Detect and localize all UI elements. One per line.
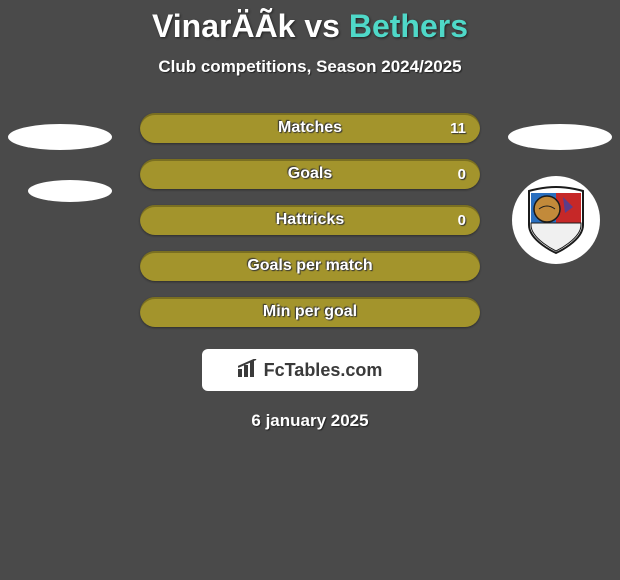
stat-bar-goals: Goals 0 xyxy=(140,159,480,189)
date-label: 6 january 2025 xyxy=(0,411,620,431)
stat-row: Goals 0 xyxy=(140,159,480,189)
source-logo[interactable]: FcTables.com xyxy=(202,349,418,391)
title-right: Bethers xyxy=(349,8,468,44)
stat-value-right: 0 xyxy=(458,212,466,229)
stat-row: Min per goal xyxy=(140,297,480,327)
stat-bar-min-per-goal: Min per goal xyxy=(140,297,480,327)
subtitle: Club competitions, Season 2024/2025 xyxy=(0,57,620,77)
stat-row: Hattricks 0 xyxy=(140,205,480,235)
stat-label: Goals per match xyxy=(247,257,372,275)
page-title: VinarÄÃk vs Bethers xyxy=(0,0,620,45)
decorative-ellipse-right xyxy=(508,124,612,150)
stat-value-right: 11 xyxy=(450,120,466,137)
decorative-ellipse-small xyxy=(28,180,112,202)
bars-icon xyxy=(238,359,260,382)
shield-icon xyxy=(525,185,587,255)
stat-label: Matches xyxy=(278,119,342,137)
stat-label: Hattricks xyxy=(276,211,344,229)
title-vs: vs xyxy=(304,8,340,44)
club-badge xyxy=(512,176,600,264)
stat-bar-matches: Matches 11 xyxy=(140,113,480,143)
decorative-ellipse-left xyxy=(8,124,112,150)
stat-label: Goals xyxy=(288,165,332,183)
stat-value-right: 0 xyxy=(458,166,466,183)
stat-row: Goals per match xyxy=(140,251,480,281)
title-left: VinarÄÃk xyxy=(152,8,295,44)
stat-label: Min per goal xyxy=(263,303,357,321)
logo-text: FcTables.com xyxy=(264,360,383,381)
stat-row: Matches 11 xyxy=(140,113,480,143)
stat-bar-hattricks: Hattricks 0 xyxy=(140,205,480,235)
stat-bar-goals-per-match: Goals per match xyxy=(140,251,480,281)
